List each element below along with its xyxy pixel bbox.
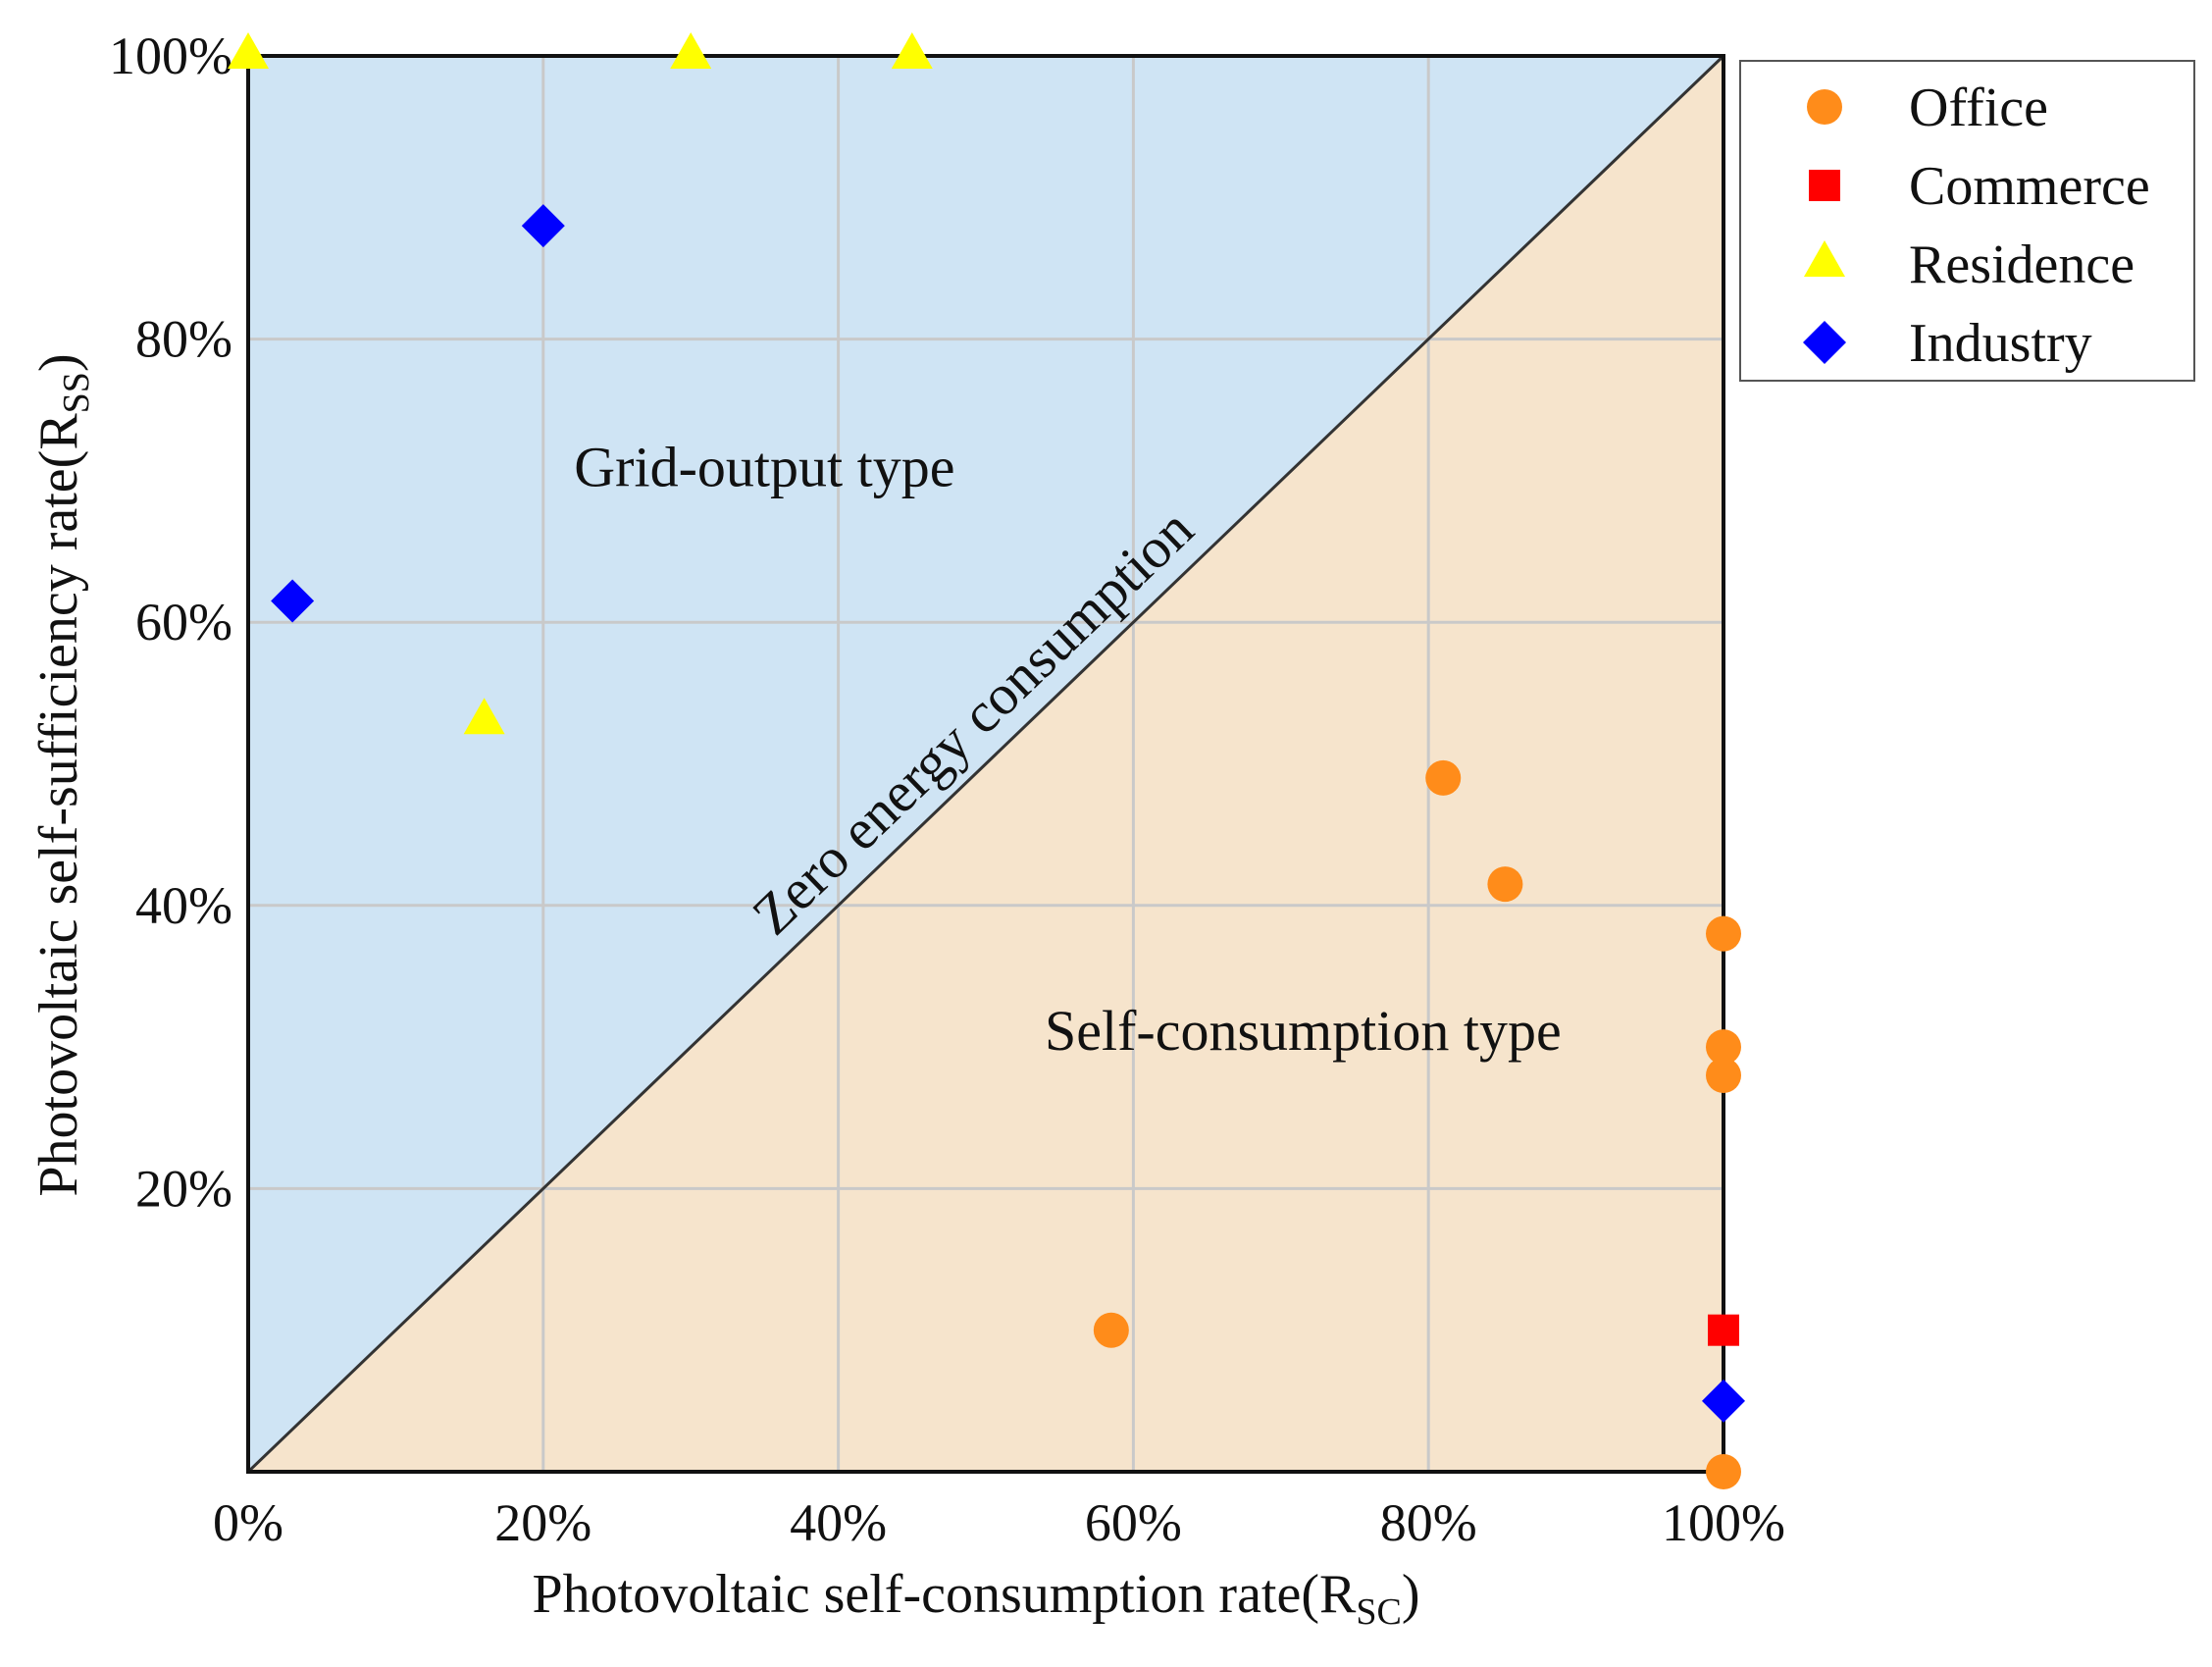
x-tick-label: 40%	[790, 1493, 887, 1552]
office-point	[1706, 915, 1741, 952]
x-axis-ticks: 0% 20% 40% 60% 80% 100%	[213, 1493, 1785, 1552]
office-point	[1706, 1057, 1741, 1093]
grid-output-label: Grid-output type	[574, 436, 954, 499]
office-point	[1706, 1454, 1741, 1489]
legend-commerce-marker	[1809, 170, 1840, 201]
residence-point	[228, 32, 269, 69]
legend-residence-label: Residence	[1909, 234, 2135, 295]
office-point	[1487, 866, 1523, 903]
y-tick-label: 20%	[135, 1159, 232, 1218]
office-point	[1425, 759, 1462, 796]
legend-office-label: Office	[1909, 78, 2048, 138]
office-point	[1093, 1312, 1129, 1348]
industry-point	[521, 204, 565, 248]
y-axis-ticks: 20% 40% 60% 80% 100%	[109, 26, 232, 1218]
y-tick-label: 40%	[135, 876, 232, 935]
x-tick-label: 60%	[1085, 1493, 1182, 1552]
y-tick-label: 60%	[135, 593, 232, 651]
legend: Office Commerce Residence Industry	[1739, 60, 2195, 382]
self-consumption-label: Self-consumption type	[1045, 999, 1562, 1063]
legend-commerce-label: Commerce	[1909, 156, 2150, 217]
legend-office-marker	[1807, 89, 1842, 125]
y-axis-title-sub: SS	[56, 372, 97, 413]
data-markers	[228, 32, 1745, 1489]
y-tick-label: 80%	[135, 310, 232, 369]
office-point	[1706, 1029, 1741, 1066]
residence-point	[463, 698, 505, 735]
x-axis-title-text: Photovoltaic self-consumption rate	[533, 1564, 1302, 1625]
x-axis-title: Photovoltaic self-consumption rate(RSC)	[533, 1564, 1420, 1633]
legend-industry-label: Industry	[1909, 313, 2092, 374]
gridlines	[248, 56, 1723, 1472]
x-tick-label: 100%	[1662, 1493, 1785, 1552]
zero-energy-diagonal	[246, 54, 1725, 1474]
industry-point	[271, 579, 315, 623]
legend-industry-marker	[1803, 321, 1846, 364]
plot-area	[246, 54, 1725, 1474]
x-axis-title-sub: SC	[1356, 1591, 1401, 1633]
x-tick-label: 20%	[494, 1493, 592, 1552]
industry-point	[1702, 1379, 1745, 1423]
plot-frame	[246, 54, 1725, 1474]
x-tick-label: 80%	[1380, 1493, 1477, 1552]
y-axis-title: Photovoltaic self-sufficiency rate(RSS)	[28, 353, 97, 1196]
legend-residence-marker	[1804, 240, 1845, 277]
residence-point	[670, 32, 712, 69]
residence-point	[891, 32, 933, 69]
x-tick-label: 0%	[213, 1493, 283, 1552]
commerce-point	[1708, 1314, 1739, 1346]
y-tick-label: 100%	[109, 26, 232, 85]
y-axis-title-text: Photovoltaic self-sufficiency rate	[28, 468, 89, 1196]
